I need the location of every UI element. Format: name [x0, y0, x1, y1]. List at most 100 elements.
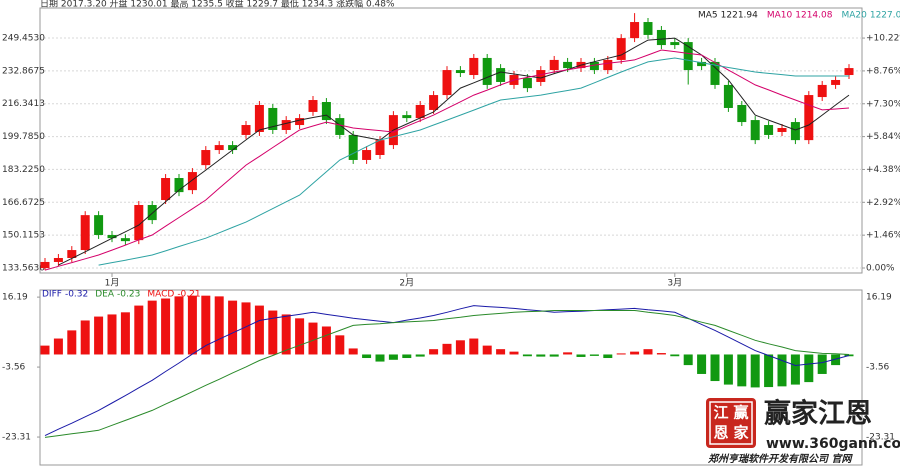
candle-body: [710, 61, 720, 85]
candle-body: [348, 134, 358, 160]
brand-url: www.360gann.com: [766, 436, 900, 452]
legend-text: MA10: [767, 11, 793, 21]
candle-body: [281, 120, 291, 130]
candle-body: [656, 29, 666, 46]
y-tick-label: 249.4530: [2, 34, 45, 44]
candle-body: [67, 250, 77, 258]
ma-line: [44, 49, 850, 271]
macd-bar: [429, 349, 439, 355]
macd-bar: [790, 354, 800, 385]
macd-bar: [281, 314, 291, 355]
brand-company: 郑州亨瑞软件开发有限公司 官网: [707, 453, 853, 465]
candle-body: [697, 61, 707, 67]
logo: 江 赢 恩 家 赢家江恩 www.360gann.com 郑州亨瑞软件开发有限公…: [706, 398, 900, 465]
macd-bar: [844, 354, 854, 357]
macd-bar: [80, 320, 90, 355]
candle-body: [737, 104, 747, 123]
macd-bar: [268, 310, 278, 355]
ma-line: [58, 37, 850, 266]
macd-bar: [375, 354, 385, 362]
candle-body: [455, 70, 465, 74]
macd-bar: [201, 295, 211, 355]
candle-body: [120, 238, 130, 242]
y2-tick-label: 16.19: [866, 293, 892, 303]
candle-body: [616, 38, 626, 60]
macd-bar: [415, 354, 425, 357]
macd-bar: [147, 300, 157, 355]
macd-bar: [737, 354, 747, 387]
candle-body: [268, 107, 278, 130]
macd-bar: [134, 305, 144, 355]
macd-bar: [831, 354, 841, 366]
price-panel: [39, 7, 863, 274]
macd-bar: [67, 330, 77, 355]
candle-body: [522, 77, 532, 89]
macd-bar: [656, 353, 666, 355]
candle-body: [844, 68, 854, 76]
stamp-char: 赢: [733, 404, 748, 422]
candle-body: [53, 257, 63, 262]
y-tick-label: -3.56: [2, 363, 26, 373]
candle-body: [496, 68, 506, 82]
macd-bar: [455, 340, 465, 355]
macd-bar: [53, 338, 63, 355]
candle-body: [335, 118, 345, 135]
x-tick-label: 1月: [105, 278, 120, 289]
macd-bar: [94, 316, 104, 355]
y-tick-label: 166.6725: [2, 198, 45, 208]
candle-body: [321, 102, 331, 121]
candle-body: [254, 104, 264, 132]
macd-line: [44, 310, 850, 438]
legend-text: MA5: [698, 11, 718, 21]
candle-body: [589, 61, 599, 71]
y-tick-label: 133.5630: [2, 263, 45, 273]
candle-body: [40, 261, 50, 269]
macd-bar: [388, 354, 398, 360]
y2-tick-label: +1.46%: [866, 231, 900, 241]
legend-text: 1214.08: [795, 11, 832, 21]
candle-body: [817, 84, 827, 98]
candle-body: [764, 125, 774, 135]
macd-bar: [777, 354, 787, 387]
candle-body: [187, 172, 197, 191]
macd-bar: [228, 300, 238, 355]
legend-text: -0.21: [177, 290, 200, 300]
candle-body: [563, 61, 573, 69]
macd-bar: [174, 296, 184, 355]
macd-bar: [536, 354, 546, 357]
macd-bar: [697, 354, 707, 374]
candle-body: [94, 215, 104, 235]
macd-bar: [616, 353, 626, 355]
macd-bar: [630, 351, 640, 355]
macd-line: [44, 305, 850, 437]
legend-text: DIFF: [42, 290, 62, 300]
candle-body: [670, 42, 680, 46]
y2-tick-label: +8.76%: [866, 66, 900, 76]
candle-body: [790, 122, 800, 141]
macd-bar: [643, 349, 653, 355]
candle-body: [362, 150, 372, 160]
legend-text: MA20: [841, 11, 867, 21]
macd-bar: [335, 335, 345, 355]
macd-bar: [710, 354, 720, 382]
y-tick-label: 199.7850: [2, 132, 45, 142]
candle-body: [402, 115, 412, 119]
y-tick-label: -23.31: [2, 433, 31, 443]
candle-body: [174, 178, 184, 193]
macd-bar: [482, 345, 492, 355]
candle-body: [375, 140, 385, 155]
macd-bar: [362, 354, 372, 359]
macd-bar: [254, 305, 264, 355]
candle-body: [643, 22, 653, 35]
macd-bar: [670, 354, 680, 357]
stamp-char: 江: [713, 404, 728, 422]
x-tick-label: 3月: [667, 278, 682, 289]
candle-body: [161, 178, 171, 201]
candle-body: [750, 120, 760, 141]
candle-body: [482, 57, 492, 85]
legend-text: 1227.06: [870, 11, 900, 21]
macd-bar: [321, 326, 331, 355]
macd-bar: [469, 338, 479, 355]
macd-bar: [549, 354, 559, 357]
candle-body: [107, 234, 117, 239]
